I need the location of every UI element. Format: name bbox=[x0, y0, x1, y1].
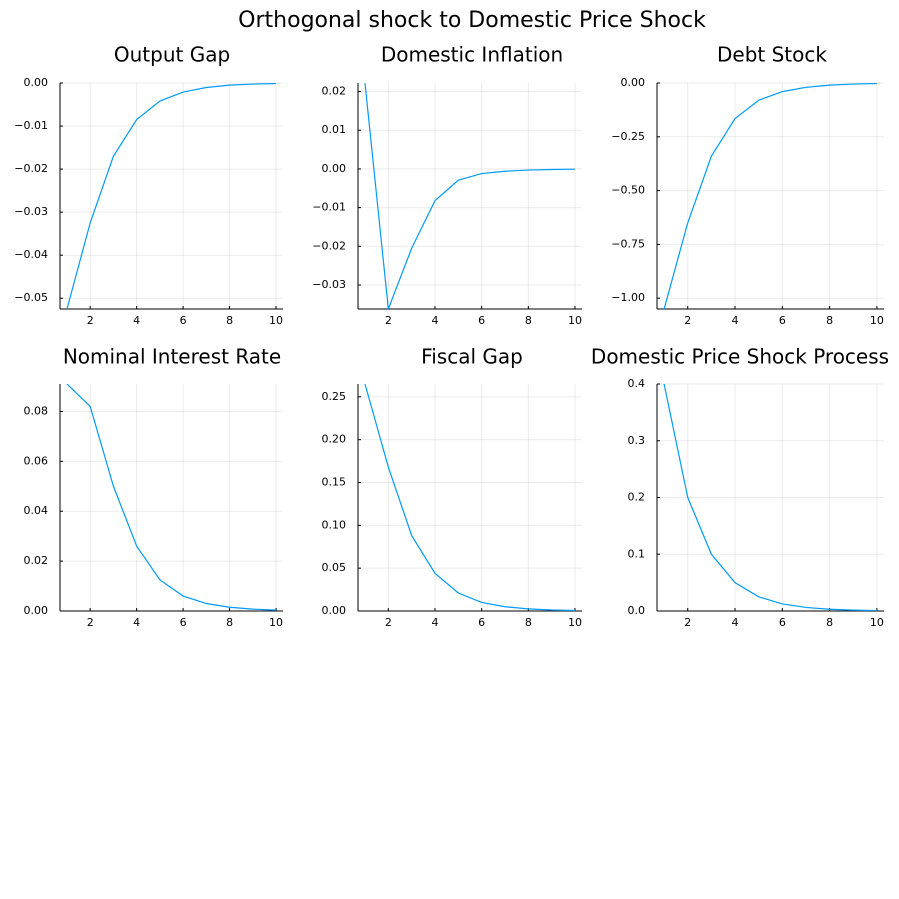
x-tick-label: 6 bbox=[478, 314, 485, 327]
x-tick-label: 6 bbox=[180, 314, 187, 327]
y-tick-label: −0.03 bbox=[14, 205, 48, 218]
y-tick-label: 0.01 bbox=[322, 123, 347, 136]
series-line bbox=[364, 83, 576, 309]
subplot-5: Fiscal Gap 2 4 6 8 10 0.00 0.05 0.10 0.15 0.20 0.25 bbox=[322, 345, 582, 629]
y-tick-label: 0.00 bbox=[621, 76, 646, 89]
y-tick-label: −0.01 bbox=[14, 119, 48, 132]
series-line bbox=[663, 83, 877, 309]
y-tick-label: 0.00 bbox=[24, 604, 49, 617]
subplot-grid: Output Gap 2 4 6 8 10 −0.05 −0.04 −0.03 −0.02 −0.0… bbox=[14, 43, 889, 630]
x-tick-label: 6 bbox=[180, 616, 187, 629]
x-tick-label: 2 bbox=[684, 616, 691, 629]
y-tick-label: 0.06 bbox=[24, 454, 49, 467]
y-tick-label: −0.03 bbox=[312, 278, 346, 291]
x-tick-label: 10 bbox=[269, 314, 283, 327]
x-tick-label: 4 bbox=[432, 616, 439, 629]
x-tick-label: 2 bbox=[87, 314, 94, 327]
y-tick-label: −0.75 bbox=[611, 237, 645, 250]
subplot-2: Domestic Inflation 2 4 6 8 10 −0.03 −0.02 −0.01 0… bbox=[312, 43, 582, 327]
y-tick-label: −0.50 bbox=[611, 184, 645, 197]
y-tick-label: 0.4 bbox=[628, 377, 646, 390]
y-tick-label: 0.1 bbox=[628, 547, 646, 560]
figure-title: Orthogonal shock to Domestic Price Shock bbox=[238, 8, 706, 33]
subplot-4: Nominal Interest Rate 2 4 6 8 10 0.00 0.02 0.04 0… bbox=[24, 345, 284, 630]
subplot-title: Nominal Interest Rate bbox=[63, 345, 281, 369]
x-tick-label: 10 bbox=[269, 616, 283, 629]
y-tick-label: 0.2 bbox=[628, 491, 646, 504]
series-line bbox=[66, 384, 277, 611]
x-tick-label: 2 bbox=[87, 616, 94, 629]
y-tick-label: 0.04 bbox=[24, 504, 49, 517]
subplot-title: Fiscal Gap bbox=[421, 345, 523, 369]
series-line bbox=[66, 83, 277, 309]
series-line bbox=[364, 384, 576, 611]
x-tick-label: 2 bbox=[385, 314, 392, 327]
y-tick-label: 0.05 bbox=[322, 561, 347, 574]
x-tick-label: 8 bbox=[525, 616, 532, 629]
y-tick-label: 0.00 bbox=[322, 162, 347, 175]
y-tick-label: 0.02 bbox=[322, 85, 347, 98]
x-tick-label: 4 bbox=[732, 616, 739, 629]
x-tick-label: 10 bbox=[568, 616, 582, 629]
x-tick-label: 6 bbox=[779, 616, 786, 629]
x-tick-label: 6 bbox=[478, 616, 485, 629]
y-tick-label: 0.0 bbox=[628, 604, 646, 617]
y-tick-label: 0.15 bbox=[322, 476, 347, 489]
x-tick-label: 10 bbox=[870, 616, 884, 629]
x-tick-label: 2 bbox=[385, 616, 392, 629]
subplot-3: Debt Stock 2 4 6 8 10 −1.00 −0.75 −0.50 −0.25 0.00 bbox=[611, 43, 884, 327]
subplot-6: Domestic Price Shock Process 2 4 6 8 10 0.0 0.1… bbox=[591, 345, 889, 630]
y-tick-label: 0.25 bbox=[322, 390, 347, 403]
y-tick-label: 0.3 bbox=[628, 434, 646, 447]
x-tick-label: 8 bbox=[826, 314, 833, 327]
x-tick-label: 4 bbox=[133, 616, 140, 629]
x-tick-label: 4 bbox=[432, 314, 439, 327]
y-tick-label: −1.00 bbox=[611, 291, 645, 304]
x-tick-label: 8 bbox=[826, 616, 833, 629]
subplot-title: Domestic Inflation bbox=[381, 43, 563, 67]
y-tick-label: −0.01 bbox=[312, 201, 346, 214]
x-tick-label: 4 bbox=[732, 314, 739, 327]
y-tick-label: −0.04 bbox=[14, 248, 48, 261]
x-tick-label: 8 bbox=[226, 616, 233, 629]
y-tick-label: −0.02 bbox=[14, 162, 48, 175]
subplot-title: Output Gap bbox=[114, 43, 230, 67]
subplot-title: Debt Stock bbox=[717, 43, 827, 67]
y-tick-label: 0.00 bbox=[24, 76, 49, 89]
x-tick-label: 10 bbox=[568, 314, 582, 327]
x-tick-label: 8 bbox=[226, 314, 233, 327]
y-tick-label: −0.25 bbox=[611, 130, 645, 143]
subplot-1: Output Gap 2 4 6 8 10 −0.05 −0.04 −0.03 −0.02 −0.0… bbox=[14, 43, 283, 328]
y-tick-label: −0.05 bbox=[14, 291, 48, 304]
y-tick-label: 0.20 bbox=[322, 433, 347, 446]
y-tick-label: 0.08 bbox=[24, 404, 49, 417]
y-tick-label: 0.02 bbox=[24, 554, 49, 567]
x-tick-label: 2 bbox=[684, 314, 691, 327]
series-line bbox=[663, 384, 877, 611]
subplot-title: Domestic Price Shock Process bbox=[591, 345, 889, 369]
y-tick-label: 0.10 bbox=[322, 518, 347, 531]
y-tick-label: 0.00 bbox=[322, 604, 347, 617]
x-tick-label: 10 bbox=[870, 314, 884, 327]
x-tick-label: 6 bbox=[779, 314, 786, 327]
x-tick-label: 8 bbox=[525, 314, 532, 327]
x-tick-label: 4 bbox=[133, 314, 140, 327]
y-tick-label: −0.02 bbox=[312, 239, 346, 252]
